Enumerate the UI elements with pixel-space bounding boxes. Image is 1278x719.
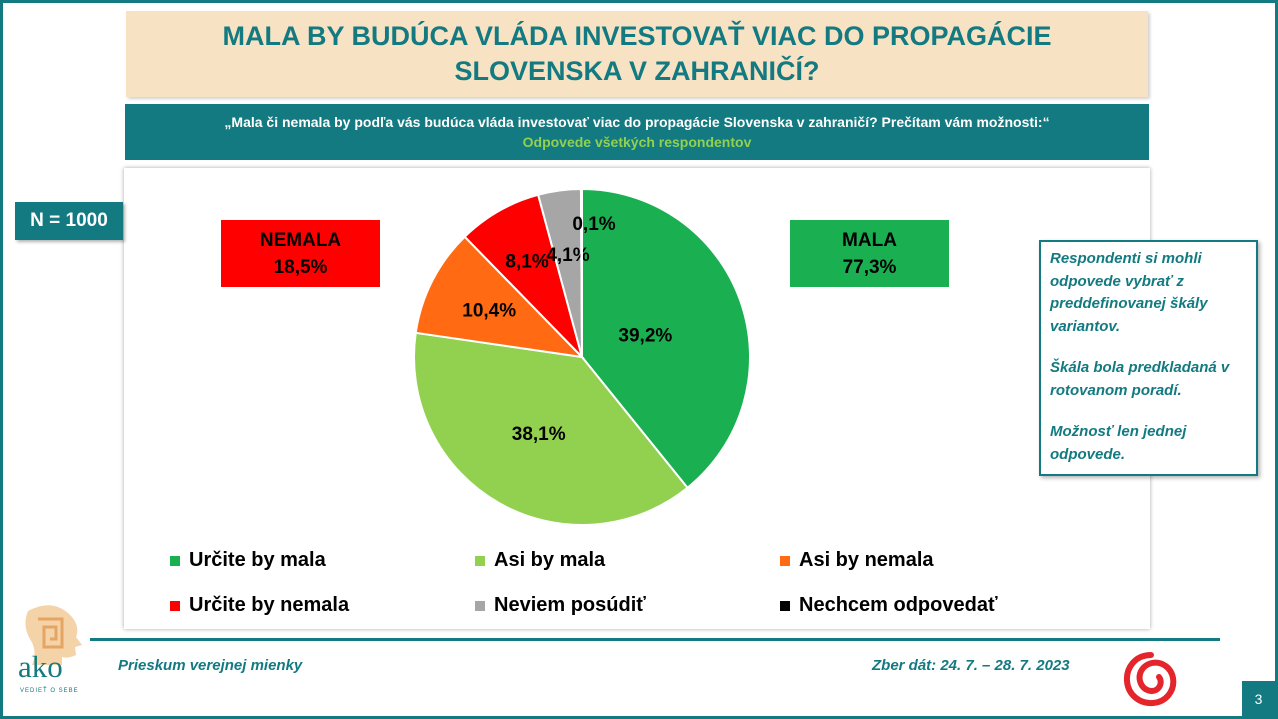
legend-swatch: [475, 600, 485, 611]
pie-data-label-3: 10,4%: [462, 301, 516, 322]
pie-data-label-5: 4,1%: [546, 245, 589, 266]
legend-label: Určite by nemala: [189, 594, 350, 616]
page-number: 3: [1242, 681, 1275, 716]
legend-item-2: Asi by mala: [475, 549, 605, 572]
footer-survey-name: Prieskum verejnej mienky: [118, 657, 303, 674]
legend-swatch: [170, 555, 180, 566]
legend-item-3: Asi by nemala: [780, 549, 934, 572]
legend-swatch: [780, 555, 790, 566]
sample-size-badge: N = 1000: [15, 202, 123, 240]
pie-slice-3: [414, 235, 585, 359]
legend-label: Asi by nemala: [799, 549, 934, 571]
pie-slice-1: [581, 187, 751, 490]
footer-divider: [90, 638, 1220, 641]
legend-label: Nechcem odpovedať: [799, 594, 998, 616]
methodology-note: Respondenti si mohli odpovede vybrať z p…: [1039, 240, 1258, 476]
footer-collection-dates: Zber dát: 24. 7. – 28. 7. 2023: [872, 657, 1070, 674]
survey-question: „Mala či nemala by podľa vás budúca vlád…: [224, 114, 1050, 130]
pie-slice-2: [413, 331, 689, 526]
legend-item-5: Neviem posúdiť: [475, 594, 646, 617]
page-title: MALA BY BUDÚCA VLÁDA INVESTOVAŤ VIAC DO …: [222, 21, 1052, 86]
swirl-brand-icon: [1123, 652, 1177, 707]
note-paragraph-1: Respondenti si mohli odpovede vybrať z p…: [1050, 250, 1208, 335]
legend-swatch: [170, 600, 180, 611]
legend-item-6: Nechcem odpovedať: [780, 594, 998, 617]
title-banner: MALA BY BUDÚCA VLÁDA INVESTOVAŤ VIAC DO …: [126, 11, 1148, 97]
legend-swatch: [780, 600, 790, 611]
pie-data-label-1: 39,2%: [618, 326, 672, 347]
nemala-total-box: NEMALA 18,5%: [221, 220, 380, 287]
respondents-note: Odpovede všetkých respondentov: [522, 134, 752, 150]
pie-slice-6: [579, 187, 583, 358]
legend-item-1: Určite by mala: [170, 549, 326, 572]
legend-label: Asi by mala: [494, 549, 606, 571]
question-banner: „Mala či nemala by podľa vás budúca vlád…: [125, 104, 1149, 160]
logo-tagline: VEDIEŤ O SEBE: [20, 688, 79, 694]
legend-swatch: [475, 555, 485, 566]
ako-logo-icon: [25, 605, 82, 665]
pie-data-label-2: 38,1%: [512, 424, 566, 445]
pie-chart: 39,2% 38,1% 10,4% 8,1%4,1% 0,1%: [413, 187, 751, 526]
nemala-value: 18,5%: [273, 256, 328, 278]
nemala-label: NEMALA: [259, 229, 342, 251]
pie-data-label-4: 8,1%: [505, 252, 548, 273]
legend-label: Neviem posúdiť: [494, 594, 646, 616]
mala-value: 77,3%: [842, 256, 897, 278]
mala-total-box: MALA 77,3%: [790, 220, 949, 287]
legend-label: Určite by mala: [189, 549, 326, 571]
mala-label: MALA: [842, 229, 897, 251]
legend-item-4: Určite by nemala: [170, 594, 349, 617]
logo-wordmark: ako: [18, 649, 63, 684]
note-paragraph-2: Škála bola predkladaná v rotovanom porad…: [1050, 359, 1230, 399]
pie-data-label-6: 0,1%: [572, 214, 615, 235]
note-paragraph-3: Možnosť len jednej odpovede.: [1050, 423, 1187, 463]
